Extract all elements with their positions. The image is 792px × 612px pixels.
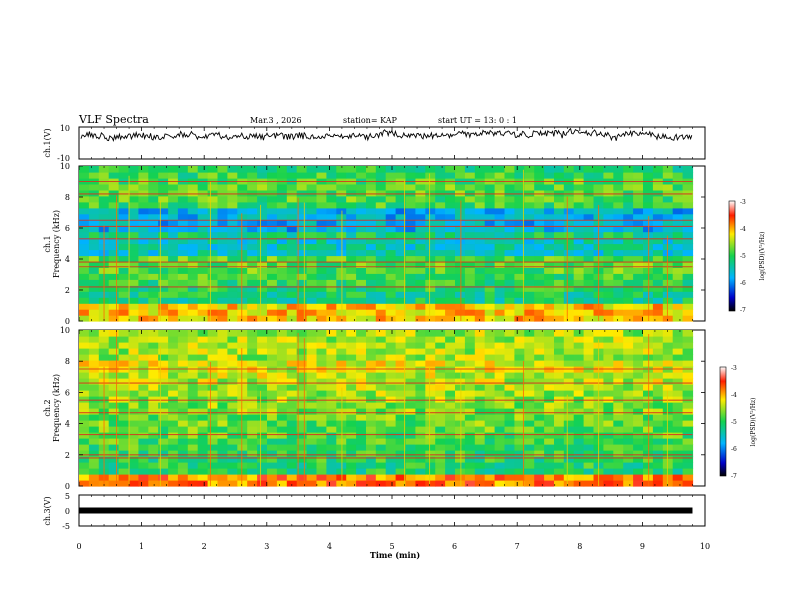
time-tick-label: 0 <box>76 542 81 551</box>
ch1-colorbar: -3 -4 -5 -6 -7 log(PSD)(V²/Hz) <box>728 199 766 314</box>
ch2-spectrogram-panel: 0 2 4 6 8 10 ch.2 Frequency (kHz) <box>43 326 706 491</box>
ch1-cbar-tick-4: -6 <box>740 280 746 287</box>
time-tick-label: 2 <box>202 542 207 551</box>
ch1-waveform-panel: 10 -10 ch.1(V) <box>43 124 706 163</box>
freq-tick-label: 6 <box>65 224 70 233</box>
ch3-ytick-top: 5 <box>65 492 70 501</box>
freq-tick-label: 10 <box>60 162 70 171</box>
freq-tick-label: 10 <box>60 326 70 335</box>
freq-tick-label: 2 <box>65 286 70 295</box>
ch2-cbar-label: log(PSD)(V²/Hz) <box>750 398 757 447</box>
time-axis-label: Time (min) <box>370 550 420 560</box>
freq-tick-label: 4 <box>65 420 70 429</box>
ch1-waveform-trace <box>80 127 693 143</box>
ch2-cbar-tick-4: -6 <box>731 446 737 453</box>
ch3-ytick-bottom: -5 <box>62 522 70 531</box>
ch3-ytick-mid: 0 <box>65 507 70 516</box>
date-label: Mar.3 , 2026 <box>250 116 302 125</box>
ch1-ylabel: ch.1(V) <box>43 128 52 157</box>
freq-tick-label: 2 <box>65 451 70 460</box>
ch2-colorbar: -3 -4 -5 -6 -7 log(PSD)(V²/Hz) <box>719 365 757 480</box>
freq-tick-label: 0 <box>65 317 70 326</box>
start-time-label: start UT = 13: 0 : 1 <box>438 116 517 125</box>
time-axis-ticks: 0 1 2 3 4 5 6 7 8 9 10 <box>76 127 710 551</box>
freq-tick-label: 0 <box>65 482 70 491</box>
ch3-level-bar <box>79 507 693 514</box>
ch1-ytick-bottom: -10 <box>57 154 70 163</box>
ch2-cbar-tick-3: -5 <box>731 419 737 426</box>
station-label: station= KAP <box>343 116 397 125</box>
freq-tick-label: 8 <box>65 193 70 202</box>
ch1-spectrum-ylabel-ch: ch.1 <box>43 235 52 252</box>
ch2-spectrum-ylabel-ch: ch.2 <box>43 399 52 416</box>
time-tick-label: 3 <box>264 542 269 551</box>
ch2-cbar-tick-1: -3 <box>731 365 737 372</box>
time-tick-label: 8 <box>577 542 582 551</box>
ch1-cbar-tick-3: -5 <box>740 253 746 260</box>
time-tick-label: 10 <box>700 542 710 551</box>
ch1-cbar-tick-1: -3 <box>740 199 746 206</box>
figure-title: VLF Spectra <box>79 113 149 126</box>
ch3-level-panel: 5 0 -5 ch.3(V) <box>43 492 706 531</box>
freq-tick-label: 6 <box>65 388 70 397</box>
ch1-cbar-label: log(PSD)(V²/Hz) <box>759 232 766 281</box>
time-tick-label: 1 <box>139 542 144 551</box>
ch1-ytick-top: 10 <box>60 124 70 133</box>
time-tick-label: 6 <box>452 542 457 551</box>
freq-tick-label: 4 <box>65 255 70 264</box>
ch2-spectrogram-image <box>79 330 694 487</box>
freq-tick-label: 8 <box>65 357 70 366</box>
ch3-ylabel: ch.3(V) <box>43 496 52 525</box>
time-tick-label: 4 <box>327 542 332 551</box>
ch1-cbar-tick-5: -7 <box>740 307 746 314</box>
ch2-cbar-tick-5: -7 <box>731 473 737 480</box>
ch2-spectrum-ylabel-freq: Frequency (kHz) <box>52 374 61 442</box>
time-tick-label: 7 <box>515 542 520 551</box>
ch1-spectrum-ylabel-freq: Frequency (kHz) <box>52 210 61 278</box>
ch1-spectrogram-panel: 0 2 4 6 8 10 ch.1 Frequency (kHz) <box>43 162 706 326</box>
time-tick-label: 9 <box>640 542 645 551</box>
ch1-cbar-tick-2: -4 <box>740 226 746 233</box>
ch1-spectrogram-image <box>79 166 694 322</box>
time-tick-label: 5 <box>389 542 394 551</box>
ch2-cbar-tick-2: -4 <box>731 392 737 399</box>
